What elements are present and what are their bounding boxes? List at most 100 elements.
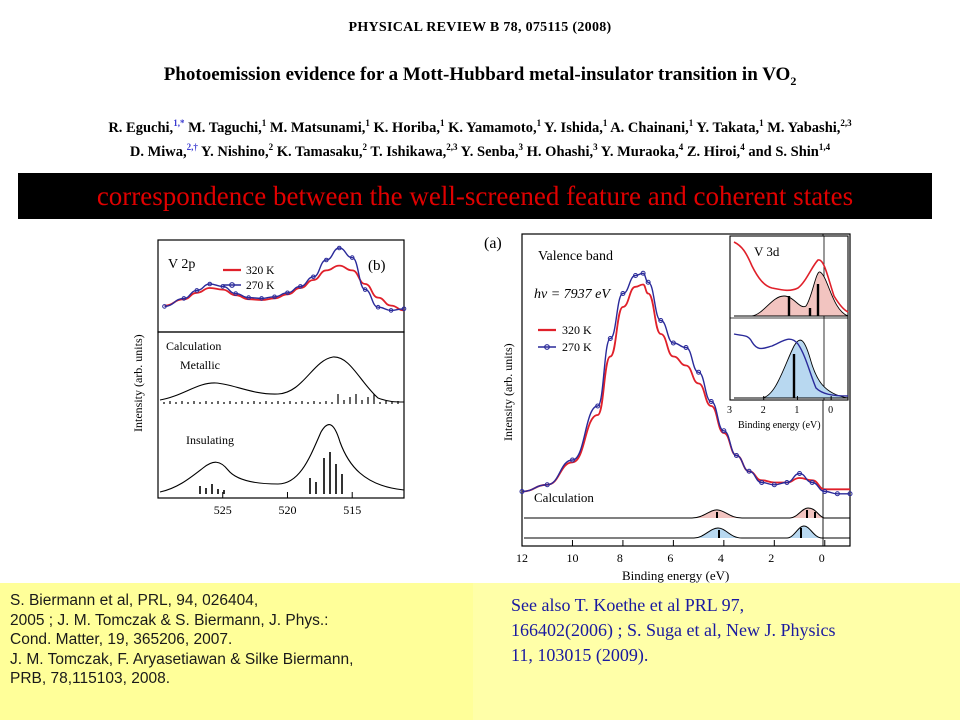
v2p-metallic-label: Metallic xyxy=(180,358,220,372)
v2p-insulating-label: Insulating xyxy=(186,433,234,447)
author-affiliation: 3 xyxy=(593,141,598,152)
highlight-banner: correspondence between the well-screened… xyxy=(18,173,932,219)
v2p-270k-point xyxy=(194,288,200,293)
reference-line: S. Biermann et al, PRL, 94, 026404, xyxy=(10,592,259,609)
vb-x-axis-label: Binding energy (eV) xyxy=(622,568,729,583)
vb-x-tick-label: 10 xyxy=(566,551,578,565)
author-name: M. Matsunami, xyxy=(266,119,366,136)
vb-y-axis-label: Intensity (arb. units) xyxy=(501,343,515,441)
author-name: T. Ishikawa, xyxy=(367,143,447,160)
v2p-x-tick-label: 520 xyxy=(278,503,296,517)
author-name: Y. Ishida, xyxy=(541,119,603,136)
vb-panel-label: (a) xyxy=(484,235,502,252)
author-name: K. Yamamoto, xyxy=(444,119,537,136)
v2p-270k-point xyxy=(336,245,342,251)
vb-270k-point xyxy=(633,273,639,278)
v2p-270k-point xyxy=(233,291,238,296)
v2p-270k-point xyxy=(375,304,381,310)
reference-box-right: See also T. Koethe et al PRL 97, 166402(… xyxy=(473,583,960,720)
vb-270k-point xyxy=(544,482,550,488)
vb-270k-point xyxy=(620,291,626,296)
author-affiliation: 2,3 xyxy=(840,118,852,128)
v2p-270k-point xyxy=(349,255,355,260)
author-affiliation: 2 xyxy=(362,141,368,152)
inset-title: V 3d xyxy=(754,244,780,259)
reference-line: See also T. Koethe et al PRL 97, xyxy=(511,595,745,615)
author-name: D. Miwa, xyxy=(129,143,187,160)
vb-legend-320k: 320 K xyxy=(562,323,592,337)
author-affiliation: 3 xyxy=(518,141,524,152)
vb-270k-point xyxy=(771,482,777,488)
v2p-270k-point xyxy=(401,306,407,312)
vb-x-tick-label: 6 xyxy=(667,551,673,565)
vb-calculation-label: Calculation xyxy=(534,490,594,505)
v2p-metallic-sticks xyxy=(163,394,399,404)
v2p-frame-bottom xyxy=(157,331,405,499)
vb-calc-metal-curve xyxy=(524,507,850,519)
v2p-series-270k-markers xyxy=(162,245,407,313)
author-affiliation: 4 xyxy=(678,141,684,152)
author-affiliation: 2,† xyxy=(186,141,198,152)
inset-insul-270k xyxy=(733,333,849,397)
journal-citation: PHYSICAL REVIEW B 78, 075115 (2008) xyxy=(348,20,612,35)
author-name: K. Tamasaku, xyxy=(273,143,363,160)
inset-x-tick-label: 1 xyxy=(794,405,799,416)
author-name: Z. Hiroi, xyxy=(683,143,741,160)
v2p-calculation-label: Calculation xyxy=(166,339,221,353)
vb-270k-point xyxy=(696,369,702,375)
author-affiliation: 1 xyxy=(439,118,445,128)
inset-insul-calc-fill xyxy=(734,339,849,399)
vb-270k-point xyxy=(569,457,575,463)
v2p-270k-point xyxy=(259,296,264,301)
v2p-insulating-curve xyxy=(159,424,405,493)
vb-270k-point xyxy=(733,453,739,458)
vb-270k-point xyxy=(847,491,853,497)
vb-270k-point xyxy=(607,336,613,341)
vb-x-tick-label: 8 xyxy=(617,551,623,565)
inset-v3d: V 3d 3 2 1 0 Binding energy (eV) xyxy=(727,235,849,431)
inset-x-axis-label: Binding energy (eV) xyxy=(738,420,821,431)
author-line-1: R. Eguchi,1,* M. Taguchi,1 M. Matsunami,… xyxy=(0,114,960,138)
vb-270k-point xyxy=(708,399,714,404)
reference-line: PRB, 78,115103, 2008. xyxy=(10,670,171,687)
author-name: Y. Takata, xyxy=(693,119,760,136)
inset-x-ticks: 3 2 1 0 xyxy=(727,396,833,416)
vb-panel-title: Valence band xyxy=(538,249,613,264)
inset-metal-calc-fill xyxy=(734,271,849,317)
v2p-legend-270k: 270 K xyxy=(246,280,275,292)
v2p-270k-point xyxy=(362,287,368,292)
author-affiliation: 2 xyxy=(268,141,274,152)
author-name: M. Taguchi, xyxy=(184,119,262,136)
reference-line: Cond. Matter, 19, 365206, 2007. xyxy=(10,631,233,648)
v2p-x-ticks: 525 520 515 xyxy=(214,492,361,517)
v2p-legend-blue-marker xyxy=(229,282,235,288)
vb-270k-point xyxy=(822,489,828,494)
reference-line: 2005 ; J. M. Tomczak & S. Biermann, J. P… xyxy=(10,611,329,629)
author-name: and S. Shin xyxy=(744,143,819,160)
author-affiliation: 1 xyxy=(688,118,694,128)
author-name: K. Horiba, xyxy=(369,119,440,136)
vb-270k-point xyxy=(683,345,689,350)
vb-270k-point xyxy=(784,480,790,485)
paper-title-text: Photoemission evidence for a Mott-Hubbar… xyxy=(163,64,791,85)
v2p-270k-point xyxy=(181,296,187,301)
vb-frame xyxy=(521,233,851,547)
author-affiliation: 1 xyxy=(261,118,267,128)
v2p-legend-320k: 320 K xyxy=(246,265,275,277)
vb-270k-point xyxy=(759,480,765,485)
v2p-y-axis-label: Intensity (arb. units) xyxy=(131,334,145,432)
vb-270k-point xyxy=(658,318,664,323)
vb-x-ticks: 12 10 8 6 4 2 0 xyxy=(516,540,826,565)
v2p-270k-point xyxy=(324,257,329,263)
v2p-series-270k xyxy=(164,247,405,312)
author-affiliation: 1,* xyxy=(173,118,185,128)
v2p-270k-point xyxy=(285,290,290,296)
vb-270k-point xyxy=(595,403,601,409)
v2p-270k-point xyxy=(298,284,303,289)
vb-x-tick-label: 0 xyxy=(819,551,825,565)
author-affiliation: 1 xyxy=(759,118,764,128)
vb-legend-blue-marker xyxy=(544,344,550,350)
v2p-270k-point xyxy=(311,274,316,280)
v2p-270k-point xyxy=(220,284,226,289)
author-name: H. Ohashi, xyxy=(523,143,594,160)
